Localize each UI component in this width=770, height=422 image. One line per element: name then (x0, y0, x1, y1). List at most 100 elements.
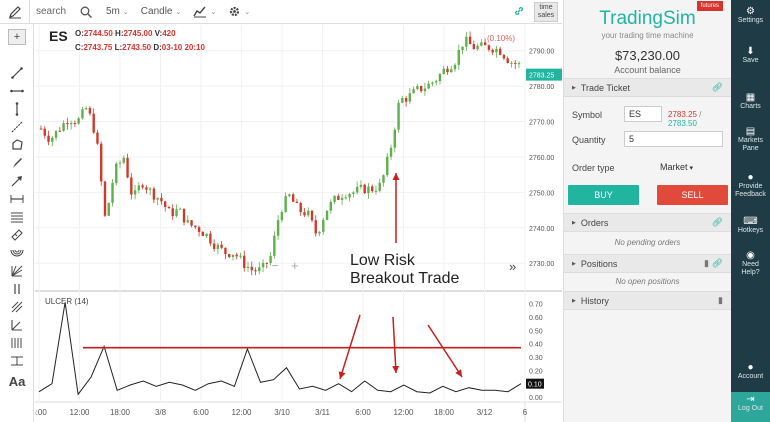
candle-body (310, 210, 314, 221)
nav-charts-label: Charts (740, 103, 761, 110)
fib-retracement-icon[interactable] (9, 210, 25, 224)
candle-body (231, 254, 235, 258)
candle-body (416, 85, 419, 90)
candle-body (450, 69, 453, 73)
quantity-field[interactable]: 5 (624, 131, 723, 147)
time-sales-button[interactable]: time sales (534, 2, 558, 22)
candle-body (303, 212, 306, 216)
search-icon[interactable] (76, 0, 96, 24)
chart-symbol: ES (49, 28, 68, 44)
chart-area[interactable]: 6:00 12:00 18:00 3/8 6:00 12:00 3/10 3/11 6:00 12… (35, 25, 562, 422)
symbol-field[interactable]: ES (624, 106, 662, 122)
sell-button[interactable]: SELL (657, 185, 728, 205)
chart-style-select[interactable]: Candle ⌄ (135, 0, 188, 24)
bar-chart-icon[interactable]: ▮ (718, 295, 723, 305)
candle-body (344, 197, 348, 199)
annotation-arrow (339, 314, 361, 380)
candle-body (216, 244, 220, 249)
fib-arc-icon[interactable] (9, 246, 25, 260)
candle-body (491, 49, 494, 53)
caret-right-icon: ▶ (572, 297, 576, 304)
arrow-line-icon[interactable] (9, 174, 25, 188)
candle-body (284, 196, 287, 212)
angle-icon[interactable] (9, 318, 25, 332)
price-range-icon[interactable] (9, 354, 25, 368)
ray-icon[interactable] (9, 120, 25, 134)
low-label: L: (114, 43, 123, 52)
nav-logout[interactable]: ⇥ Log Out (731, 392, 770, 422)
high-label: H: (115, 29, 124, 38)
vertical-line-icon[interactable] (9, 102, 25, 116)
candle-body (348, 194, 351, 198)
candle-body (54, 130, 58, 138)
nav-logout-label: Log Out (738, 405, 763, 412)
price-tick-label: 2770.00 (529, 120, 554, 127)
orders-header[interactable]: ▶ Orders 🔗︎ (564, 213, 731, 232)
link-icon[interactable]: 🔗︎ (711, 258, 723, 268)
link-icon[interactable]: 🔗︎ (711, 217, 723, 227)
indicators-button[interactable]: ⌄ (187, 0, 222, 24)
nav-help-label-1: Need (742, 261, 759, 268)
nav-hotkeys[interactable]: ⌨ Hotkeys (731, 217, 770, 235)
settings-gear-button[interactable]: ⌄ (222, 0, 256, 24)
nav-feedback[interactable]: ● Provide Feedback (731, 173, 770, 199)
horizontal-line-icon[interactable] (9, 84, 25, 98)
cycle-lines-icon[interactable] (9, 336, 25, 350)
nav-charts[interactable]: ▦ Charts (731, 93, 770, 111)
candle-body (276, 220, 280, 236)
candle-body (476, 45, 479, 50)
candle-body (431, 82, 434, 84)
bar-chart-icon[interactable]: ▮ (704, 258, 709, 268)
brush-icon[interactable] (9, 156, 25, 170)
parallel-lines-icon[interactable] (9, 282, 25, 296)
nav-markets-pane[interactable]: ▤ Markets Pane (731, 127, 770, 153)
candle-body (197, 227, 201, 233)
nav-settings[interactable]: ⚙ Settings (731, 6, 770, 25)
candle-body (506, 58, 509, 64)
candle-body (314, 220, 317, 234)
ulcer-tick-label: 0.60 (529, 315, 543, 322)
ruler-icon[interactable] (9, 228, 25, 242)
pitchfork-icon[interactable] (9, 300, 25, 314)
candle-body (186, 220, 189, 223)
nav-help[interactable]: ◉ Need Help? (731, 251, 770, 277)
zoom-out-button[interactable]: − (271, 258, 279, 273)
trend-line-icon[interactable] (9, 66, 25, 80)
link-icon[interactable]: 🔗︎ (711, 82, 723, 92)
nav-save[interactable]: ⬇ Save (731, 47, 770, 65)
pencil-icon[interactable] (0, 0, 30, 24)
gann-fan-icon[interactable] (9, 264, 25, 278)
polyline-icon[interactable] (9, 138, 25, 152)
history-header[interactable]: ▶ History ▮ (564, 291, 731, 310)
gear-icon: ⚙ (746, 6, 755, 17)
price-chart[interactable]: 6:00 12:00 18:00 3/8 6:00 12:00 3/10 3/11 6:00 12… (35, 25, 562, 422)
interval-select[interactable]: 5m ⌄ (100, 0, 135, 24)
candle-body (51, 137, 54, 142)
quantity-label: Quantity (572, 135, 606, 145)
crosshair-icon[interactable]: + (8, 29, 26, 45)
symbol-search[interactable]: search (30, 0, 76, 24)
candle-body (243, 255, 246, 269)
account-balance-label: Account balance (614, 65, 681, 75)
order-type-select[interactable]: Market ▾ (660, 162, 693, 172)
trade-ticket-header[interactable]: ▶ Trade Ticket 🔗︎ (564, 78, 731, 97)
time-tick-label: 6:00 (193, 408, 209, 417)
positions-header[interactable]: ▶ Positions ▮ 🔗︎ (564, 254, 731, 273)
candle-body (258, 267, 261, 272)
candle-body (115, 163, 118, 183)
candle-body (220, 244, 223, 248)
nav-account[interactable]: ● Account (731, 363, 770, 381)
measure-icon[interactable] (9, 192, 25, 206)
zoom-in-button[interactable]: + (291, 258, 299, 273)
buy-button[interactable]: BUY (568, 185, 639, 205)
volume-label: V: (154, 29, 163, 38)
scroll-to-latest-button[interactable]: » (509, 259, 516, 274)
candle-body (461, 46, 464, 50)
link-icon[interactable] (514, 6, 524, 19)
candle-body (148, 188, 152, 190)
candle-body (333, 195, 336, 202)
positions-title: Positions (580, 258, 618, 269)
text-tool-icon[interactable]: Aa (8, 373, 26, 389)
ulcer-tick-label: 0.30 (529, 355, 543, 362)
nav-markets-label-2: Pane (742, 145, 759, 152)
